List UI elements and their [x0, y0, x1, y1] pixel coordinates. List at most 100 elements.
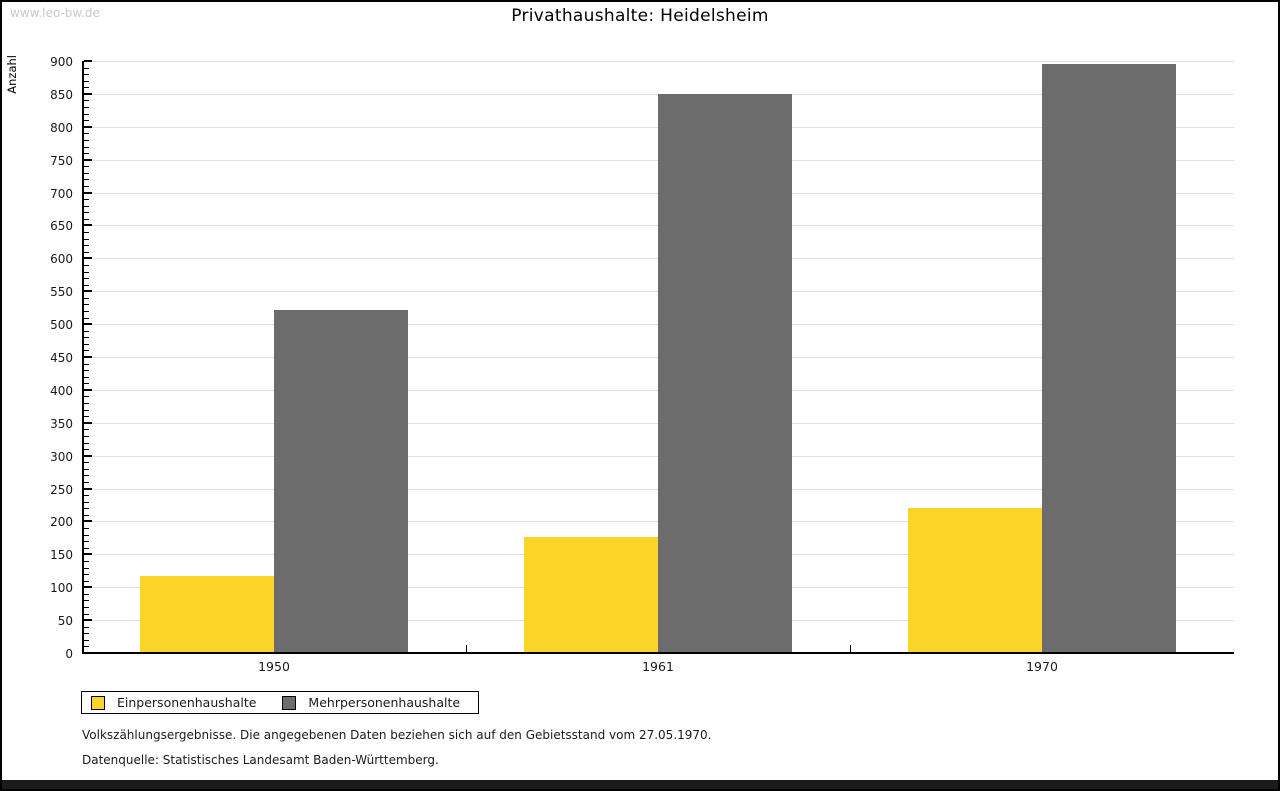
- bar-mehrpersonenhaushalte-1970: [1042, 64, 1176, 653]
- y-minor-tick: [84, 403, 89, 405]
- y-minor-tick: [84, 166, 89, 168]
- y-minor-tick: [84, 74, 89, 76]
- y-major-tick: [84, 520, 92, 523]
- y-minor-tick: [84, 278, 89, 280]
- y-minor-tick: [84, 580, 89, 582]
- y-minor-tick: [84, 146, 89, 148]
- y-minor-tick: [84, 238, 89, 240]
- y-major-tick: [84, 257, 92, 260]
- y-minor-tick: [84, 514, 89, 516]
- x-boundary-tick: [466, 645, 467, 652]
- y-minor-tick: [84, 113, 89, 115]
- y-minor-tick: [84, 429, 89, 431]
- y-tick-label-300: 300: [50, 449, 73, 464]
- y-minor-tick: [84, 251, 89, 253]
- y-minor-tick: [84, 172, 89, 174]
- y-minor-tick: [84, 153, 89, 155]
- y-minor-tick: [84, 468, 89, 470]
- y-minor-tick: [84, 107, 89, 109]
- y-tick-label-450: 450: [50, 351, 73, 365]
- x-axis-line: [82, 652, 1234, 654]
- y-minor-tick: [84, 343, 89, 345]
- y-major-tick: [84, 323, 92, 326]
- y-axis-line: [82, 61, 84, 654]
- y-minor-tick: [84, 139, 89, 141]
- y-minor-tick: [84, 501, 89, 503]
- y-minor-tick: [84, 376, 89, 378]
- watermark-url: www.leo-bw.de: [10, 6, 100, 20]
- y-minor-tick: [84, 416, 89, 418]
- y-minor-tick: [84, 528, 89, 530]
- bar-einpersonenhaushalte-1950: [140, 576, 274, 653]
- plot-area: 0 50 100 150 200 250 300 350 400 450 500 550 600 650 7…: [50, 55, 1234, 674]
- y-minor-tick: [84, 264, 89, 266]
- y-minor-tick: [84, 639, 89, 641]
- bar-einpersonenhaushalte-1961: [524, 537, 658, 653]
- footnote-source-note: Volkszählungsergebnisse. Die angegebenen…: [82, 728, 712, 742]
- y-minor-tick: [84, 67, 89, 69]
- y-major-tick: [84, 454, 92, 457]
- y-minor-tick: [84, 435, 89, 437]
- chart-title: Privathaushalte: Heidelsheim: [511, 6, 769, 26]
- y-minor-tick: [84, 442, 89, 444]
- y-major-tick: [84, 158, 92, 161]
- y-minor-tick: [84, 363, 89, 365]
- y-minor-tick: [84, 574, 89, 576]
- y-minor-tick: [84, 383, 89, 385]
- y-major-tick: [84, 388, 92, 391]
- legend-swatch-mehrpersonenhaushalte: [282, 695, 297, 710]
- y-minor-tick: [84, 481, 89, 483]
- y-tick-label-650: 650: [50, 219, 73, 234]
- y-minor-tick: [84, 475, 89, 477]
- legend: Einpersonenhaushalte Mehrpersonenhaushalt…: [81, 691, 479, 714]
- y-minor-tick: [84, 567, 89, 569]
- y-minor-tick: [84, 133, 89, 135]
- y-tick-label-500: 500: [50, 318, 73, 333]
- y-minor-tick: [84, 560, 89, 562]
- y-major-tick: [84, 224, 92, 227]
- y-minor-tick: [84, 370, 89, 372]
- bar-einpersonenhaushalte-1970: [908, 507, 1042, 653]
- y-minor-tick: [84, 409, 89, 411]
- y-minor-tick: [84, 185, 89, 187]
- y-minor-tick: [84, 337, 89, 339]
- y-tick-label-400: 400: [50, 383, 73, 398]
- y-tick-label-800: 800: [50, 120, 73, 135]
- y-minor-tick: [84, 179, 89, 181]
- y-major-tick: [84, 60, 92, 62]
- y-tick-label-250: 250: [50, 482, 73, 497]
- y-tick-label-100: 100: [50, 581, 73, 596]
- y-minor-tick: [84, 547, 89, 549]
- y-minor-tick: [84, 310, 89, 312]
- y-minor-tick: [84, 100, 89, 102]
- y-minor-tick: [84, 600, 89, 602]
- y-major-tick: [84, 356, 92, 358]
- y-tick-label-600: 600: [50, 252, 73, 267]
- y-minor-tick: [84, 297, 89, 299]
- y-axis-title: Anzahl: [5, 55, 19, 94]
- y-minor-tick: [84, 606, 89, 608]
- y-minor-tick: [84, 396, 89, 398]
- y-major-tick: [84, 553, 92, 556]
- y-minor-tick: [84, 284, 89, 286]
- x-tick-label-1970: 1970: [1026, 659, 1058, 674]
- y-minor-tick: [84, 205, 89, 207]
- x-tick-label-1950: 1950: [258, 659, 290, 674]
- y-tick-label-150: 150: [50, 548, 73, 563]
- y-minor-tick: [84, 317, 89, 319]
- y-minor-tick: [84, 613, 89, 615]
- y-major-tick: [84, 619, 92, 622]
- y-minor-tick: [84, 232, 89, 234]
- legend-label-einpersonenhaushalte: Einpersonenhaushalte: [117, 695, 257, 710]
- y-major-tick: [84, 586, 92, 589]
- bar-mehrpersonenhaushalte-1961: [658, 93, 792, 653]
- y-minor-tick: [84, 646, 89, 648]
- y-major-tick: [84, 191, 92, 194]
- y-minor-tick: [84, 593, 89, 595]
- y-minor-tick: [84, 120, 89, 122]
- y-minor-tick: [84, 534, 89, 536]
- legend-swatch-einpersonenhaushalte: [91, 695, 105, 710]
- y-tick-label-350: 350: [50, 416, 73, 431]
- y-tick-label-550: 550: [50, 285, 73, 300]
